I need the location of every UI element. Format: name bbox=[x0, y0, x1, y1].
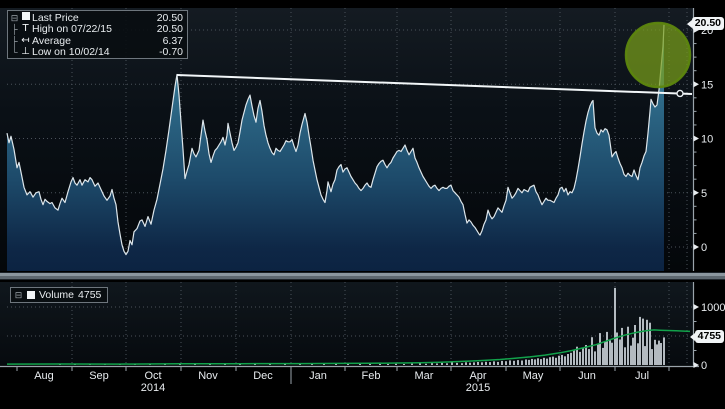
month-label: Jan bbox=[309, 370, 327, 382]
legend-label: High on 07/22/15 bbox=[32, 23, 112, 36]
status-bar: SMQ5SMZ5 Comdty ('SM' SPREAD Q5-Z5) Dail… bbox=[0, 393, 725, 409]
low-marker-icon: ⊥ bbox=[21, 46, 30, 58]
legend-label: Last Price bbox=[32, 11, 79, 24]
legend-row-average: ↤ Average 6.37 bbox=[10, 35, 183, 47]
panel-divider[interactable] bbox=[0, 272, 725, 280]
year-label: 2015 bbox=[466, 382, 490, 394]
svg-text:15: 15 bbox=[701, 79, 713, 91]
svg-text:0: 0 bbox=[701, 360, 707, 372]
month-label: Apr bbox=[469, 370, 486, 382]
tree-branch-icon bbox=[10, 35, 19, 47]
legend-row-last-price: Last Price 20.50 bbox=[10, 11, 183, 24]
month-label: Nov bbox=[198, 370, 218, 382]
month-label: Oct bbox=[144, 370, 161, 382]
last-volume-axis-badge: 4755 bbox=[689, 330, 724, 343]
price-line bbox=[6, 24, 665, 256]
legend-value: 20.50 bbox=[156, 11, 183, 24]
volume-bars bbox=[59, 287, 665, 366]
tree-branch-icon bbox=[10, 23, 19, 35]
resistance-trendline[interactable] bbox=[176, 74, 693, 96]
tree-branch-end-icon bbox=[10, 46, 19, 58]
volume-swatch-icon bbox=[27, 291, 35, 299]
volume-legend-value: 4755 bbox=[78, 289, 102, 301]
collapse-icon[interactable] bbox=[10, 12, 19, 24]
legend-label: Low on 10/02/14 bbox=[32, 46, 110, 59]
collapse-icon[interactable] bbox=[14, 289, 23, 301]
average-marker-icon: ↤ bbox=[21, 34, 30, 46]
legend-value: 20.50 bbox=[156, 23, 183, 36]
last-price-axis-badge: 20.50 bbox=[686, 17, 724, 30]
month-label: Jun bbox=[578, 370, 596, 382]
svg-text:10000: 10000 bbox=[701, 302, 725, 314]
price-legend: Last Price 20.50 T High on 07/22/15 20.5… bbox=[7, 10, 188, 59]
svg-text:5: 5 bbox=[701, 188, 707, 200]
month-label: Dec bbox=[253, 370, 273, 382]
series-swatch-icon bbox=[19, 11, 32, 24]
month-label: Feb bbox=[362, 370, 381, 382]
svg-text:10: 10 bbox=[701, 134, 713, 146]
year-label: 2014 bbox=[141, 382, 165, 394]
month-label: Aug bbox=[34, 370, 54, 382]
legend-value: 6.37 bbox=[162, 34, 183, 47]
trendline-point-marker[interactable] bbox=[676, 89, 684, 98]
legend-label: Average bbox=[32, 34, 71, 47]
price-area-fill bbox=[7, 24, 664, 271]
legend-row-low: ⊥ Low on 10/02/14 -0.70 bbox=[10, 46, 183, 59]
month-label: Mar bbox=[415, 370, 434, 382]
volume-legend: Volume 4755 bbox=[10, 287, 109, 303]
legend-row-high: T High on 07/22/15 20.50 bbox=[10, 23, 183, 36]
volume-legend-label: Volume bbox=[39, 289, 75, 301]
legend-value: -0.70 bbox=[159, 46, 183, 59]
high-marker-icon: T bbox=[22, 23, 29, 35]
svg-text:0: 0 bbox=[701, 242, 707, 254]
month-label: Jul bbox=[635, 370, 649, 382]
month-label: May bbox=[523, 370, 544, 382]
axis-labels: 05101520010000AugSepOctNovDecJanFebMarAp… bbox=[34, 25, 725, 394]
month-label: Sep bbox=[89, 370, 109, 382]
breakout-highlight-circle[interactable] bbox=[624, 21, 692, 89]
volume-average-line bbox=[6, 329, 691, 365]
